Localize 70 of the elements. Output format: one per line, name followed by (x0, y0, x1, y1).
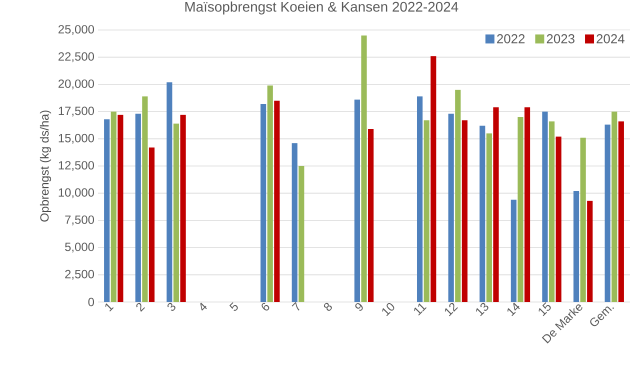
x-tick-label: 6 (262, 302, 270, 311)
x-tick-label: 7 (292, 302, 300, 311)
bar (430, 56, 436, 302)
x-tick-label: 11 (414, 303, 427, 316)
bar (587, 200, 593, 302)
y-tick-label: 15,000 (58, 134, 94, 144)
bar (424, 120, 430, 302)
bar (480, 126, 486, 302)
x-tick-label: 14 (507, 302, 520, 316)
bar (148, 148, 155, 302)
y-tick-label: 5,000 (65, 242, 94, 253)
y-tick-label: 12,500 (58, 161, 94, 171)
x-tick-label: 3 (167, 302, 176, 311)
bar (524, 107, 530, 302)
bar (274, 100, 280, 302)
bar (260, 104, 266, 302)
y-tick-label: 7,500 (65, 215, 94, 226)
x-tick-label: 9 (355, 303, 363, 311)
bar (292, 143, 298, 302)
y-tick-label: 10,000 (58, 188, 94, 198)
bar (104, 119, 110, 302)
bar (455, 90, 461, 302)
bar (462, 120, 468, 302)
y-tick-label: 20,000 (58, 79, 94, 90)
bar (548, 121, 555, 302)
y-tick-label: 0 (88, 298, 94, 306)
bar (142, 96, 148, 302)
x-tick-label: 12 (444, 302, 458, 316)
bar (166, 82, 172, 302)
chart-title: Maïsopbrengst Koeien & Kansen 2022-2024 (185, 1, 458, 14)
bar (354, 100, 360, 302)
bar (118, 114, 124, 302)
bar (416, 96, 423, 302)
bar (573, 191, 580, 302)
bar (486, 133, 492, 302)
legend-label: 2022 (497, 34, 525, 44)
y-tick-label: 25,000 (58, 25, 94, 35)
bar (604, 124, 610, 302)
bar (518, 117, 524, 302)
y-tick-label: 22,500 (58, 52, 94, 62)
bar (135, 114, 141, 302)
bar (110, 112, 116, 302)
bar (368, 129, 374, 302)
bar (580, 138, 586, 302)
legend-label: 2023 (546, 34, 574, 44)
x-tick-label: 5 (229, 302, 238, 311)
bar (542, 112, 548, 302)
x-tick-label: 15 (538, 302, 551, 316)
y-axis-title: Opbrengst (kg ds/ha) (40, 110, 52, 222)
bar (510, 200, 516, 302)
bar (493, 107, 499, 302)
bar (267, 85, 273, 302)
bar (173, 124, 180, 302)
bar (556, 136, 562, 302)
x-tick-label: 10 (382, 303, 394, 316)
bar (180, 114, 186, 302)
legend-label: 2024 (596, 34, 624, 44)
x-tick-label: Gem. (590, 306, 614, 326)
y-tick-label: 17,500 (58, 106, 94, 117)
x-tick-label: 8 (324, 302, 332, 311)
bar (618, 121, 624, 302)
x-tick-label: 1 (105, 303, 114, 312)
x-tick-label: 13 (476, 302, 488, 316)
x-tick-label: 2 (136, 302, 145, 312)
bar (298, 166, 304, 302)
bar (361, 35, 367, 302)
x-tick-label: 4 (200, 302, 207, 311)
bar (612, 112, 618, 302)
bar (448, 114, 454, 302)
y-tick-label: 2,500 (65, 270, 94, 280)
